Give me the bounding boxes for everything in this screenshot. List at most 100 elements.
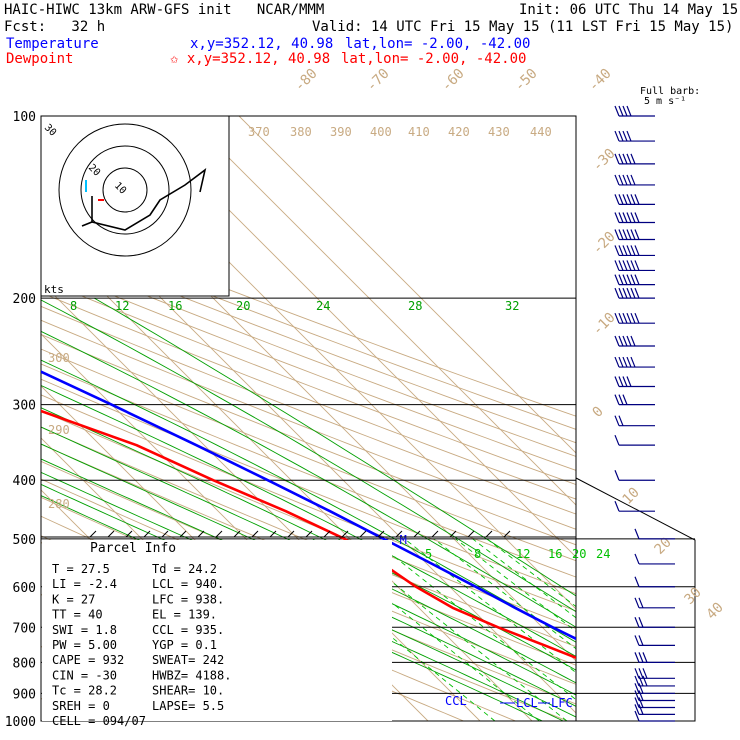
isotherm-label: -70 <box>364 66 393 95</box>
wind-barb-flag <box>626 287 632 299</box>
wind-barb-flag <box>622 287 628 299</box>
barb-panel-border <box>575 477 696 722</box>
isotherm-line <box>134 116 576 558</box>
parcel-info-right-value: LAPSE= 5.5 <box>152 699 224 713</box>
parcel-info-left-value: Tc = 28.2 <box>52 684 117 698</box>
wind-barb-flag <box>634 668 640 679</box>
wind-barb <box>614 130 655 142</box>
wind-barb-flag <box>618 312 624 324</box>
theta-label: 280 <box>48 497 70 511</box>
wind-barb <box>634 635 675 647</box>
wind-barb <box>634 597 675 609</box>
wind-barb-flag <box>638 617 644 628</box>
parcel-info-hatch <box>89 530 97 538</box>
parcel-info-hatch <box>233 530 241 538</box>
wind-barb-flag <box>614 376 620 387</box>
hodograph-ring <box>58 123 192 257</box>
wind-barb-flag <box>634 312 640 324</box>
wind-barb-flag <box>622 153 628 165</box>
wind-barb-flag <box>638 668 644 679</box>
parcel-info-hatch <box>287 530 295 538</box>
parcel-info-hatch <box>251 530 259 538</box>
parcel-info-right-value: EL = 139. <box>152 608 217 622</box>
parcel-info-right-value: YGP = 0.1 <box>152 638 217 652</box>
wind-barb <box>614 174 655 186</box>
wind-barb-flag <box>630 356 636 368</box>
isotherm-label: -50 <box>512 66 541 95</box>
wind-barb-flag <box>622 229 628 240</box>
isotherm-label: 20 <box>652 535 675 558</box>
dry-adiabat-line <box>41 348 576 562</box>
wind-barb-flag <box>622 312 628 324</box>
pressure-tick-label: 700 <box>13 621 36 636</box>
dry-adiabat-line <box>41 252 576 457</box>
wind-barb-flag <box>622 130 628 142</box>
wind-barb-flag <box>614 394 620 405</box>
parcel-info-left-value: LI = -2.4 <box>52 577 117 591</box>
m-label: M <box>400 533 407 547</box>
moist-adiabat-label: 8 <box>70 299 77 313</box>
parcel-info-hatch <box>305 530 313 538</box>
parcel-info-hatch <box>107 530 115 538</box>
wind-barb <box>614 500 655 512</box>
wind-barb <box>634 617 675 628</box>
temperature-legend-latlon: lat,lon= -2.00, -42.00 <box>345 36 531 52</box>
ccl-label: CCL <box>445 694 467 708</box>
pressure-tick-label: 900 <box>13 687 36 702</box>
lfc-label: LFC <box>551 696 573 710</box>
wind-barb <box>614 415 655 427</box>
wind-barb-flag <box>630 174 636 186</box>
wind-barb-flag <box>630 229 636 240</box>
wind-barb-flag <box>638 704 644 715</box>
mixing-ratio-label: 16 <box>548 547 562 561</box>
wind-barb-flag <box>634 229 640 240</box>
parcel-info-left-value: CELL = 094/07 <box>52 714 146 728</box>
wind-barb-flag <box>638 697 644 708</box>
wind-barb-flag <box>618 194 624 205</box>
wind-barb <box>614 434 655 446</box>
wind-barb-flag <box>634 635 640 646</box>
wind-barb-flag <box>614 500 620 512</box>
mixing-ratio-line <box>371 538 576 701</box>
wind-barb-flag <box>614 260 620 271</box>
moist-adiabat-label: 20 <box>236 299 250 313</box>
moist-adiabat-label: 12 <box>115 299 129 313</box>
wind-barb-flag <box>634 690 640 701</box>
wind-barb-flag <box>614 245 620 256</box>
wind-barb-flag <box>634 704 640 715</box>
wind-barb-flag <box>642 668 648 679</box>
theta-label: 370 <box>248 125 270 139</box>
dry-adiabat-line <box>41 363 576 578</box>
wind-barb-flag <box>618 287 624 299</box>
header-init: Init: 06 UTC Thu 14 May 15 <box>519 2 739 18</box>
theta-label: 430 <box>488 125 510 139</box>
wind-barb-flag <box>618 260 624 271</box>
wind-barb-flag <box>630 260 636 271</box>
parcel-info-hatch <box>377 530 385 538</box>
dry-adiabat-line <box>41 394 576 612</box>
wind-barb-flag <box>622 274 628 285</box>
wind-barb-flag <box>626 194 632 205</box>
wind-barb-flag <box>638 675 644 687</box>
wind-barb-flag <box>614 335 620 347</box>
wind-barb-flag <box>618 153 624 165</box>
parcel-info-hatch <box>395 530 403 538</box>
pressure-tick-label: 200 <box>13 292 36 307</box>
wind-barb-flag <box>618 174 624 186</box>
wind-barb-flag <box>626 105 632 117</box>
wind-barb <box>614 229 655 241</box>
wind-barb-flag <box>626 130 632 142</box>
parcel-info-hatch <box>125 530 133 538</box>
pressure-tick-label: 300 <box>13 399 36 414</box>
wind-barb-flag <box>638 652 644 663</box>
parcel-info-background <box>42 540 392 721</box>
hodograph-box <box>40 115 230 297</box>
dry-adiabat-line <box>41 278 576 486</box>
wind-barb-flag <box>630 335 636 347</box>
wind-barb-flag <box>630 194 636 205</box>
wind-barb-flag <box>618 130 624 142</box>
parcel-info-hatch <box>269 530 277 538</box>
wind-barb-flag <box>626 153 632 165</box>
wind-barb-flag <box>634 260 640 271</box>
